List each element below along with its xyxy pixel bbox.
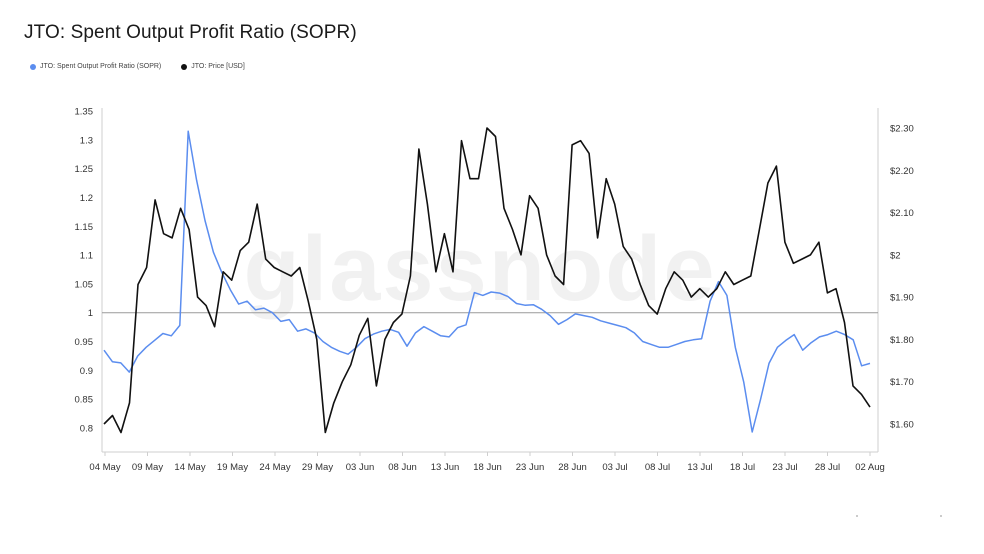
legend-item-sopr[interactable]: JTO: Spent Output Profit Ratio (SOPR) bbox=[30, 63, 161, 70]
x-tick-label: 13 Jul bbox=[687, 462, 712, 473]
legend-label-sopr: JTO: Spent Output Profit Ratio (SOPR) bbox=[40, 63, 162, 70]
x-tick-label: 23 Jul bbox=[772, 462, 797, 473]
left-tick-label: 1 bbox=[88, 308, 93, 319]
left-axis-ticks: 0.8 0.85 0.9 0.95 1 1.05 1.1 1.15 1.2 1.25 1.3 1.35 bbox=[75, 107, 94, 435]
left-tick-label: 0.9 bbox=[80, 366, 93, 377]
sopr-series-line bbox=[103, 130, 871, 433]
left-tick-label: 1.1 bbox=[80, 251, 93, 262]
footer-dot bbox=[940, 515, 942, 517]
x-tick-label: 23 Jun bbox=[516, 462, 545, 473]
x-tick-label: 29 May bbox=[302, 462, 333, 473]
left-tick-label: 1.35 bbox=[75, 107, 94, 118]
left-tick-label: 1.15 bbox=[75, 222, 94, 233]
left-tick-label: 1.2 bbox=[80, 193, 93, 204]
right-tick-label: $1.70 bbox=[890, 377, 914, 388]
right-tick-label: $1.90 bbox=[890, 293, 914, 304]
right-tick-label: $1.80 bbox=[890, 335, 914, 346]
x-tick-label: 14 May bbox=[174, 462, 205, 473]
right-tick-label: $2 bbox=[890, 250, 901, 261]
x-tick-label: 04 May bbox=[89, 462, 120, 473]
legend-label-price: JTO: Price [USD] bbox=[191, 63, 245, 70]
x-tick-label: 02 Aug bbox=[855, 462, 885, 473]
x-tick-label: 09 May bbox=[132, 462, 163, 473]
x-tick-label: 18 Jun bbox=[473, 462, 502, 473]
x-tick-label: 08 Jul bbox=[645, 462, 670, 473]
left-tick-label: 1.3 bbox=[80, 135, 93, 146]
x-axis-ticks: 04 May 09 May 14 May 19 May 24 May 29 May 03 J… bbox=[89, 452, 885, 473]
x-tick-label: 28 Jun bbox=[558, 462, 587, 473]
legend-item-price[interactable]: JTO: Price [USD] bbox=[181, 63, 245, 70]
right-axis-ticks: $1.60 $1.70 $1.80 $1.90 $2 $2.10 $2.20 $2.30 bbox=[890, 124, 914, 431]
left-tick-label: 0.95 bbox=[75, 337, 94, 348]
x-tick-label: 13 Jun bbox=[431, 462, 460, 473]
left-tick-label: 0.8 bbox=[80, 424, 93, 435]
right-tick-label: $1.60 bbox=[890, 420, 914, 431]
legend-dot-price bbox=[181, 63, 188, 70]
x-tick-label: 24 May bbox=[259, 462, 290, 473]
series-lines bbox=[103, 127, 871, 434]
left-tick-label: 0.85 bbox=[75, 395, 94, 406]
footer-dot bbox=[856, 515, 858, 517]
x-tick-label: 28 Jul bbox=[815, 462, 840, 473]
left-tick-label: 1.05 bbox=[75, 279, 94, 290]
legend: JTO: Spent Output Profit Ratio (SOPR) JT… bbox=[30, 63, 245, 70]
x-tick-label: 08 Jun bbox=[388, 462, 417, 473]
legend-dot-sopr bbox=[30, 63, 36, 70]
left-tick-label: 1.25 bbox=[75, 164, 94, 175]
right-tick-label: $2.20 bbox=[890, 166, 914, 177]
chart-title: JTO: Spent Output Profit Ratio (SOPR) bbox=[24, 22, 357, 43]
right-tick-label: $2.30 bbox=[890, 124, 914, 135]
price-series-line bbox=[103, 127, 871, 434]
x-tick-label: 19 May bbox=[217, 462, 248, 473]
watermark: glassnode bbox=[243, 218, 716, 320]
right-tick-label: $2.10 bbox=[890, 208, 914, 219]
x-tick-label: 03 Jun bbox=[346, 462, 375, 473]
x-tick-label: 18 Jul bbox=[730, 462, 755, 473]
x-tick-label: 03 Jul bbox=[602, 462, 627, 473]
